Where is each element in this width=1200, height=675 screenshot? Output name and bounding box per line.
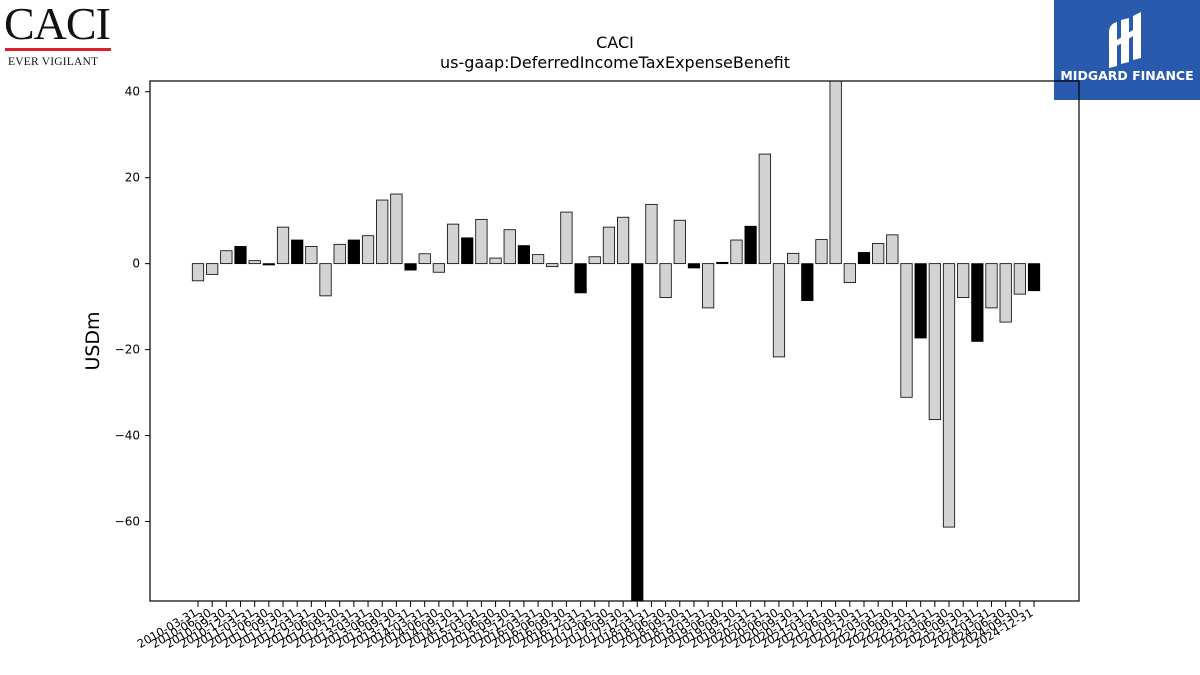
bar-2019-06-30 bbox=[716, 261, 729, 265]
bar-2011-09-30 bbox=[276, 226, 290, 265]
chart-title: CACI bbox=[596, 33, 634, 52]
bar-2016-12-31 bbox=[574, 263, 587, 294]
bar-2019-12-31 bbox=[744, 225, 757, 265]
bar-2017-06-30 bbox=[602, 226, 616, 265]
bar-2017-03-31 bbox=[588, 256, 601, 265]
bar-2014-06-30 bbox=[432, 263, 445, 273]
caci-wordmark: CACI bbox=[4, 0, 111, 49]
bar-2018-03-31 bbox=[645, 203, 658, 265]
bar-2012-06-30 bbox=[319, 263, 332, 297]
bar-2018-06-30 bbox=[659, 263, 672, 298]
bar-2010-06-30 bbox=[206, 263, 219, 275]
midgard-finance-name: MIDGARD FINANCE bbox=[1060, 68, 1194, 83]
bar-2021-09-30 bbox=[843, 263, 856, 283]
y-tick-label: 0 bbox=[132, 257, 140, 271]
bar-2015-06-30 bbox=[489, 257, 502, 265]
bar-2018-12-31 bbox=[687, 263, 701, 269]
bar-2011-03-31 bbox=[248, 260, 261, 265]
y-tick-label: −40 bbox=[115, 429, 140, 443]
bar-2012-09-30 bbox=[333, 243, 346, 265]
y-tick-label: 20 bbox=[125, 171, 140, 185]
y-tick-label: 40 bbox=[125, 85, 140, 99]
bar-2015-03-31 bbox=[475, 218, 488, 265]
midgard-finance-logo: MIDGARD FINANCE bbox=[1054, 0, 1200, 100]
bar-2012-12-31 bbox=[347, 239, 360, 265]
bar-2023-03-31 bbox=[928, 263, 941, 421]
bar-2019-03-31 bbox=[702, 263, 715, 309]
bar-2013-06-30 bbox=[376, 199, 389, 265]
caci-logo: CACI EVER VIGILANT bbox=[4, 0, 116, 70]
caci-tagline: EVER VIGILANT bbox=[8, 56, 99, 68]
bar-2016-09-30 bbox=[560, 211, 573, 265]
bar-series bbox=[191, 80, 1041, 602]
bar-2021-06-30 bbox=[829, 80, 842, 265]
bar-2019-09-30 bbox=[730, 239, 743, 265]
bar-2016-03-31 bbox=[531, 254, 545, 265]
bar-2016-06-30 bbox=[546, 263, 559, 268]
bar-2023-12-31 bbox=[971, 263, 984, 342]
bar-2014-12-31 bbox=[461, 237, 474, 265]
x-axis: 2010-03-312010-06-302010-09-302010-12-31… bbox=[135, 601, 1036, 651]
bar-2024-09-30 bbox=[1013, 263, 1026, 295]
bar-2024-12-31 bbox=[1027, 263, 1041, 292]
y-tick-label: −20 bbox=[115, 343, 140, 357]
bar-2013-03-31 bbox=[361, 235, 375, 265]
bar-2015-12-31 bbox=[517, 245, 531, 265]
bar-2022-09-30 bbox=[900, 263, 913, 398]
bar-2022-03-31 bbox=[872, 243, 885, 265]
bar-2011-06-30 bbox=[262, 263, 275, 266]
plot-frame bbox=[149, 80, 1080, 602]
bar-2012-03-31 bbox=[305, 246, 318, 265]
bar-2018-09-30 bbox=[673, 219, 686, 265]
bar-2010-12-31 bbox=[234, 246, 247, 265]
bar-2014-09-30 bbox=[446, 223, 460, 265]
chart-subtitle: us-gaap:DeferredIncomeTaxExpenseBenefit bbox=[440, 53, 790, 72]
bar-2024-06-30 bbox=[999, 263, 1012, 323]
bar-2010-09-30 bbox=[220, 250, 233, 265]
midgard-mark-icon bbox=[1109, 12, 1141, 68]
bar-2020-09-30 bbox=[787, 252, 800, 265]
bar-2013-12-31 bbox=[404, 263, 417, 271]
y-axis-label: USDm bbox=[82, 311, 104, 370]
bar-2020-03-31 bbox=[758, 153, 771, 265]
bar-2013-09-30 bbox=[390, 193, 403, 265]
bar-2022-12-31 bbox=[914, 263, 927, 339]
bar-2015-09-30 bbox=[503, 229, 516, 265]
y-tick-label: −60 bbox=[115, 514, 140, 528]
bar-2011-12-31 bbox=[291, 239, 304, 265]
y-axis: 40 20 0 −20 −40 −60 bbox=[115, 85, 150, 528]
bar-2023-06-30 bbox=[942, 263, 956, 528]
bar-2022-06-30 bbox=[886, 234, 899, 265]
bar-2021-12-31 bbox=[857, 252, 871, 265]
bar-2021-03-31 bbox=[815, 239, 828, 265]
bar-2010-03-31 bbox=[191, 263, 205, 282]
bar-2017-09-30 bbox=[617, 216, 630, 265]
bar-2024-03-31 bbox=[985, 263, 998, 309]
bar-2020-12-31 bbox=[801, 263, 814, 302]
bar-2020-06-30 bbox=[772, 263, 786, 358]
bar-2017-12-31 bbox=[631, 263, 644, 602]
bar-2023-09-30 bbox=[957, 263, 970, 298]
bar-2014-03-31 bbox=[418, 253, 431, 265]
logo-red-rule bbox=[5, 48, 111, 51]
